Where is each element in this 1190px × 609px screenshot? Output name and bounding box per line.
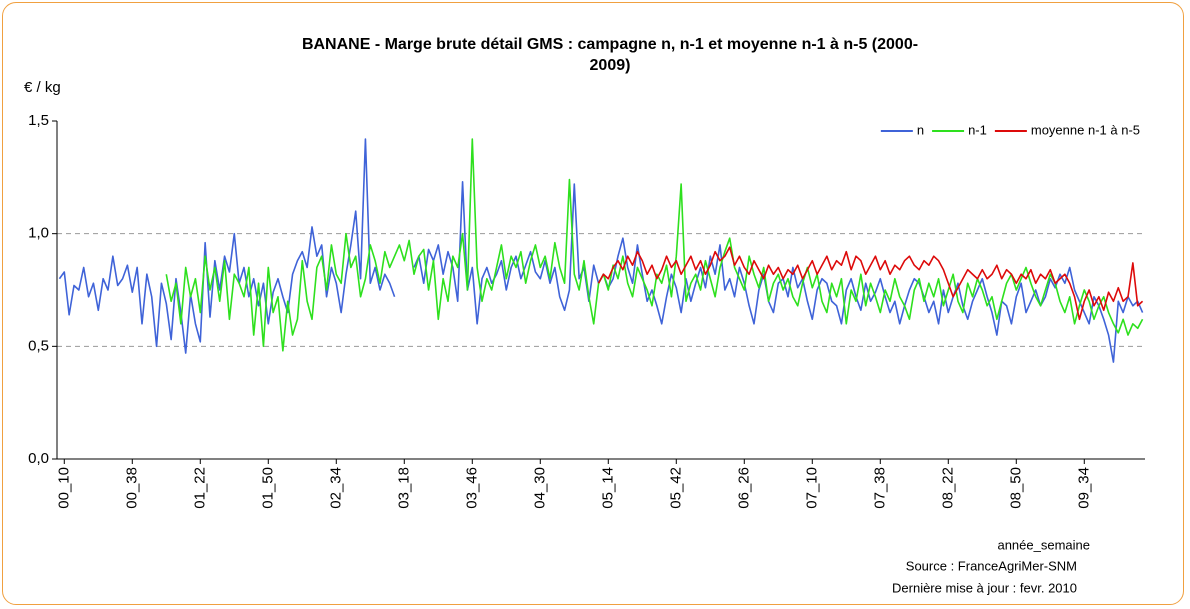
- x-tick-label: 07_38: [871, 467, 888, 509]
- series-line: [58, 138, 396, 354]
- x-tick-label: 04_30: [531, 467, 548, 509]
- x-tick-label: 09_34: [1075, 467, 1092, 509]
- x-tick-label: 08_50: [1007, 467, 1024, 509]
- x-tick-label: 01_50: [259, 467, 276, 509]
- x-tick-label: 07_10: [803, 467, 820, 509]
- x-tick-label: 03_18: [395, 467, 412, 509]
- series-line: [413, 181, 1144, 363]
- x-tick-label: 03_46: [463, 467, 480, 509]
- y-tick-label: 0,0: [28, 450, 49, 467]
- x-tick-label: 06_26: [735, 467, 752, 509]
- x-tick-label: 05_14: [599, 467, 616, 509]
- y-tick-label: 0,5: [28, 337, 49, 354]
- chart-title: BANANE - Marge brute détail GMS : campag…: [301, 36, 919, 74]
- x-tick-label: 02_34: [327, 467, 344, 509]
- x-axis-label: année_semaine: [997, 537, 1090, 552]
- y-tick-label: 1,5: [28, 112, 49, 129]
- y-tick-label: 1,0: [28, 225, 49, 242]
- source-note: Source : FranceAgriMer-SNM: [906, 558, 1077, 573]
- x-tick-label: 00_10: [55, 467, 72, 509]
- x-tick-label: 08_22: [939, 467, 956, 509]
- update-note: Dernière mise à jour : fevr. 2010: [892, 580, 1077, 595]
- legend-label: n-1: [968, 122, 987, 137]
- y-axis-label: € / kg: [24, 79, 61, 96]
- x-tick-label: 00_38: [123, 467, 140, 509]
- series-line: [597, 246, 1144, 321]
- legend-label: n: [917, 122, 924, 137]
- legend-label: moyenne n-1 à n-5: [1031, 122, 1140, 137]
- x-tick-label: 05_42: [667, 467, 684, 509]
- x-tick-label: 01_22: [191, 467, 208, 509]
- series-line: [165, 138, 1144, 352]
